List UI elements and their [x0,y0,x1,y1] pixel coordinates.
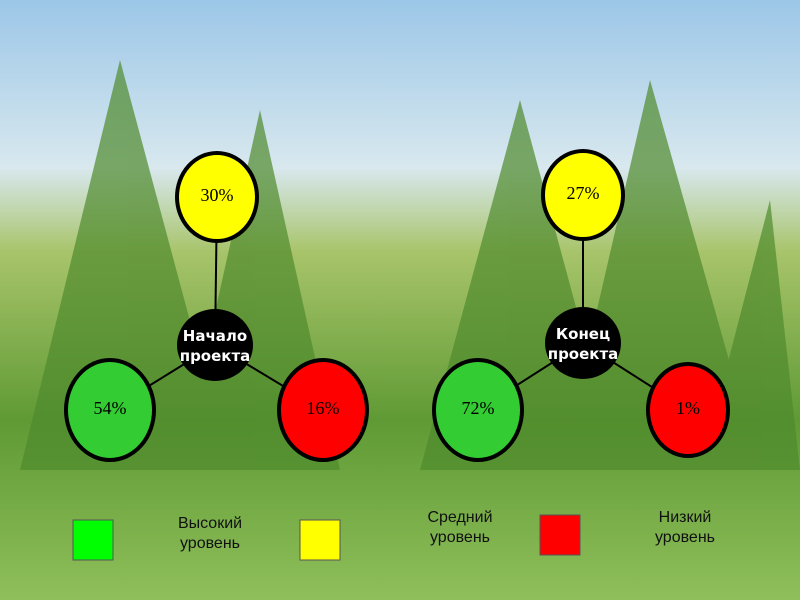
level-node [277,358,369,462]
legend-label: уровень [180,535,240,552]
center-label: проекта [180,347,251,365]
percent-label: 72% [462,398,495,418]
level-node [175,151,259,243]
level-node [646,362,730,458]
percent-label: 54% [94,398,127,418]
center-node [545,307,621,379]
level-node [64,358,156,462]
legend-swatch [72,519,114,561]
legend-label: Низкий [659,509,712,526]
legend-label: уровень [430,529,490,546]
center-label: Начало [183,327,247,345]
center-node [177,309,253,381]
center-label: проекта [548,345,619,363]
legend-swatch [539,514,581,556]
level-node [432,358,524,462]
legend-label: уровень [655,529,715,546]
percent-label: 1% [676,398,700,418]
legend-swatch [299,519,341,561]
legend-label: Высокий [178,515,242,532]
center-label: Конец [556,325,610,343]
percent-label: 27% [567,183,600,203]
level-node [541,149,625,241]
percent-label: 16% [307,398,340,418]
percent-label: 30% [201,185,234,205]
legend-label: Средний [427,509,492,526]
